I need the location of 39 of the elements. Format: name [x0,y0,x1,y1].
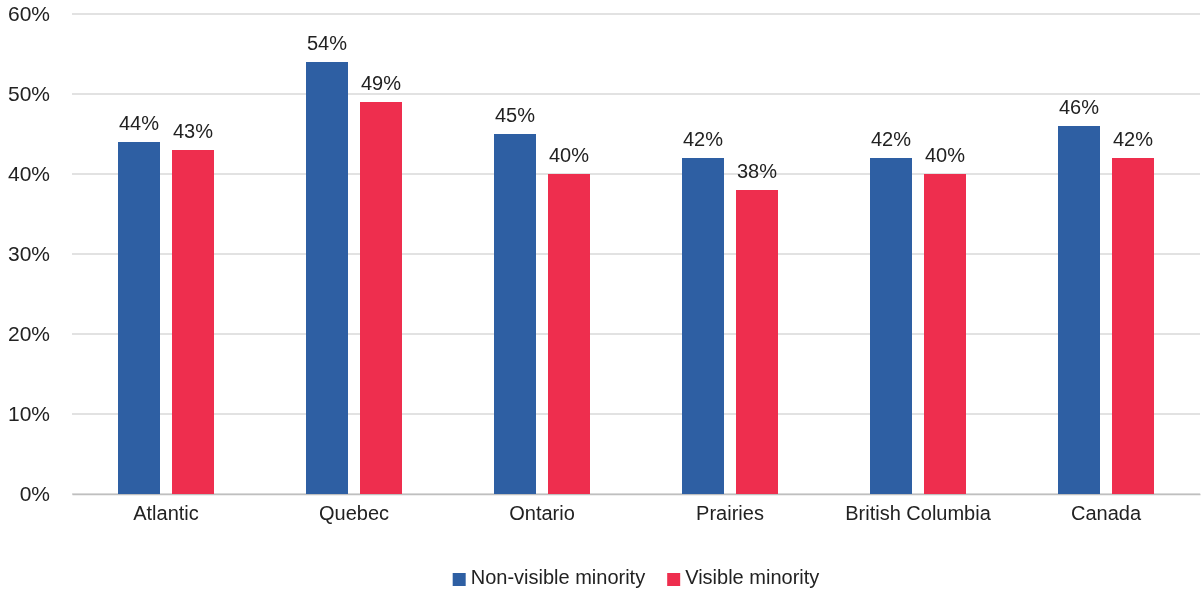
bar [306,62,348,494]
data-label: 40% [924,144,966,166]
x-tick-label: Canada [1070,502,1142,525]
y-tick-label: 0% [19,482,50,506]
bar [736,190,778,494]
data-label: 42% [1112,128,1154,150]
x-tick-label: Atlantic [133,502,199,525]
bar [494,134,536,494]
bar [1058,126,1100,494]
bar [1112,158,1154,494]
x-tick-label: Prairies [696,502,764,525]
data-label: 40% [548,144,590,166]
data-label: 44% [118,112,160,134]
y-tick-label: 30% [7,242,50,266]
data-label: 42% [870,128,912,150]
y-tick-label: 60% [7,2,50,26]
bar [548,174,590,494]
x-tick-label: Ontario [509,502,575,525]
bar [870,158,912,494]
data-label: 54% [306,32,348,54]
data-label: 45% [494,104,536,126]
data-label: 46% [1058,96,1100,118]
y-tick-label: 20% [7,322,50,346]
data-label: 42% [682,128,724,150]
bar [360,102,402,494]
y-tick-label: 40% [7,162,50,186]
y-tick-label: 10% [7,402,50,426]
bar [682,158,724,494]
data-label: 49% [360,72,402,94]
data-label: 38% [736,160,778,182]
data-label: 43% [172,120,214,142]
bar [172,150,214,494]
bar [118,142,160,494]
legend-label: Non-visible minority [470,566,646,588]
x-tick-label: Quebec [318,502,390,525]
bar [924,174,966,494]
y-tick-label: 50% [7,82,50,106]
x-tick-label: British Columbia [845,502,992,525]
legend-label: Visible minority [685,566,820,588]
